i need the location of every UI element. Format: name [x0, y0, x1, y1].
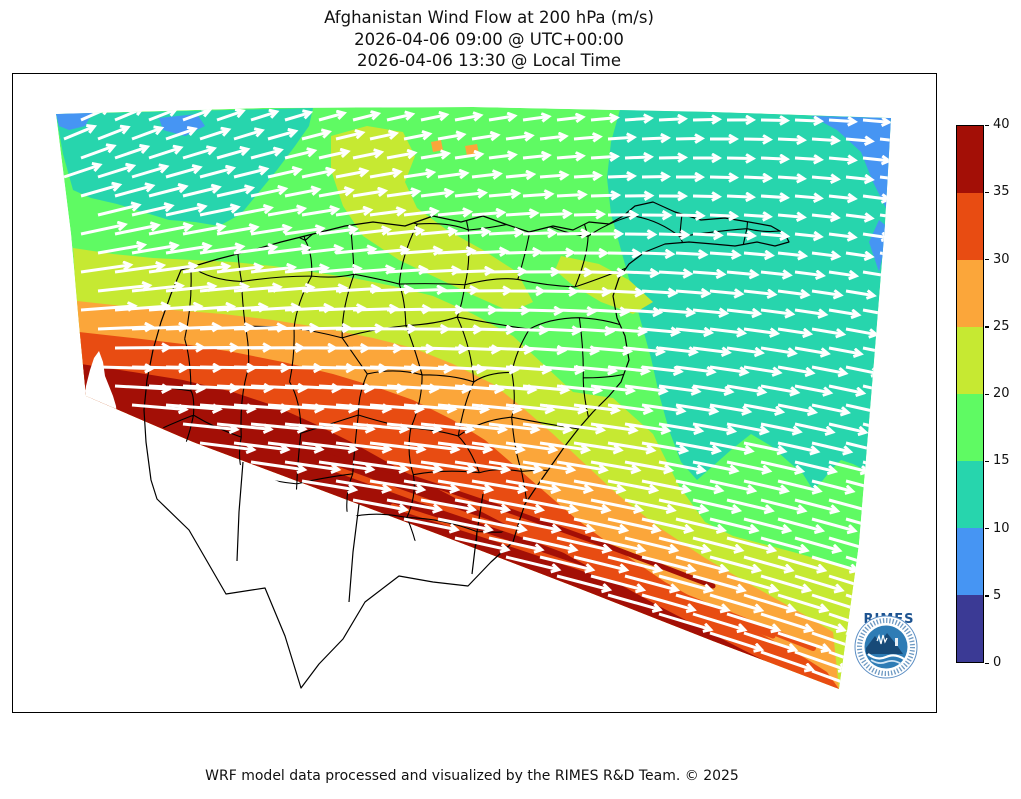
colorbar-tick-label: 10	[993, 520, 1010, 536]
rimes-logo: RIMES	[851, 612, 927, 702]
colorbar-segment	[957, 461, 983, 528]
colorbar-segment	[957, 193, 983, 260]
rimes-logo-emblem	[854, 615, 918, 679]
speed-region-yellowgreen-north-patch	[331, 126, 533, 312]
colorbar-gradient	[956, 125, 984, 663]
colorbar-tick	[985, 326, 989, 328]
colorbar-segment	[957, 327, 983, 394]
chart-title: Afghanistan Wind Flow at 200 hPa (m/s) 2…	[0, 7, 978, 72]
colorbar-segment	[957, 126, 983, 193]
jet-streak	[310, 443, 716, 589]
colorbar-segment	[957, 260, 983, 327]
map-axes: RIMES	[12, 73, 937, 713]
footer-credit: WRF model data processed and visualized …	[205, 768, 739, 784]
colorbar: 0 5 10 15 20 25 30 35 40	[956, 117, 1010, 670]
colorbar-tick-label: 20	[993, 386, 1010, 402]
colorbar-segment	[957, 595, 983, 662]
colorbar-tick-label: 40	[993, 117, 1010, 133]
colorbar-tick	[985, 259, 989, 261]
colorbar-tick	[985, 124, 989, 126]
colorbar-tick	[985, 595, 989, 597]
wave-icon	[867, 653, 905, 660]
colorbar-tick-label: 35	[993, 184, 1010, 200]
colorbar-tick-label: 0	[993, 655, 1002, 671]
wind-flow-map	[56, 107, 891, 689]
lighthouse-icon	[895, 638, 898, 646]
title-line-3: 2026-04-06 13:30 @ Local Time	[356, 51, 622, 70]
title-line-2: 2026-04-06 09:00 @ UTC+00:00	[354, 29, 624, 49]
colorbar-segment	[957, 394, 983, 461]
colorbar-tick-label: 5	[993, 587, 1002, 603]
wave-icon-2	[870, 659, 902, 665]
colorbar-tick	[985, 393, 989, 395]
speed-region-teal-northwest	[56, 108, 313, 226]
colorbar-tick	[985, 191, 989, 194]
colorbar-tick-label: 25	[993, 318, 1010, 334]
speed-region-blue-nw-corner	[56, 112, 93, 130]
colorbar-tick-label: 30	[993, 251, 1010, 267]
colorbar-tick	[985, 662, 989, 664]
mountain-icon	[866, 633, 903, 654]
colorbar-tick	[985, 460, 989, 463]
seismogram-icon	[876, 634, 888, 645]
colorbar-tick-label: 15	[993, 453, 1010, 469]
speed-region-orange-dot-1	[431, 140, 443, 152]
title-line-1: Afghanistan Wind Flow at 200 hPa (m/s)	[324, 8, 654, 27]
colorbar-tick	[985, 528, 989, 530]
colorbar-segment	[957, 528, 983, 595]
speed-region-yellowgreen-ne-tongue	[555, 256, 653, 314]
wind-arrows	[63, 107, 891, 689]
logo-ring-text	[857, 618, 915, 676]
